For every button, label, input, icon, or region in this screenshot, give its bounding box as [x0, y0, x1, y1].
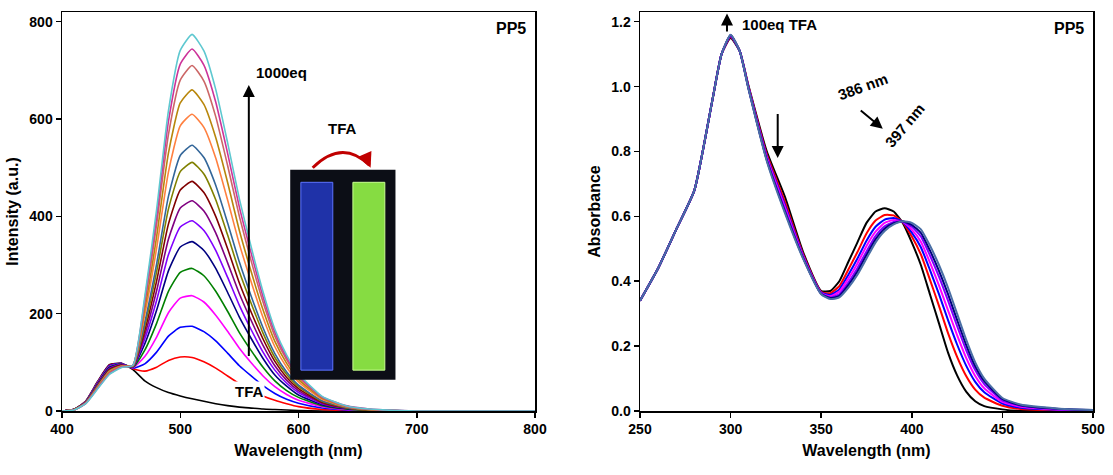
svg-text:1000eq: 1000eq	[256, 64, 307, 81]
svg-text:200: 200	[29, 306, 53, 322]
svg-text:Wavelength (nm): Wavelength (nm)	[234, 442, 362, 459]
svg-text:700: 700	[405, 421, 429, 437]
svg-text:0.0: 0.0	[611, 403, 631, 419]
svg-text:800: 800	[29, 14, 53, 30]
svg-text:350: 350	[810, 421, 834, 437]
svg-text:1.2: 1.2	[611, 14, 631, 30]
svg-text:0.2: 0.2	[611, 338, 631, 354]
svg-text:TFA: TFA	[235, 383, 263, 400]
svg-text:0: 0	[45, 403, 53, 419]
svg-text:500: 500	[169, 421, 193, 437]
svg-text:386 nm: 386 nm	[836, 70, 890, 104]
svg-text:Absorbance: Absorbance	[586, 165, 603, 258]
svg-text:TFA: TFA	[328, 120, 356, 137]
svg-text:Wavelength (nm): Wavelength (nm)	[802, 442, 930, 459]
svg-text:100eq TFA: 100eq TFA	[742, 16, 817, 33]
svg-text:PP5: PP5	[496, 20, 526, 37]
svg-text:0.4: 0.4	[611, 273, 631, 289]
svg-text:0.8: 0.8	[611, 143, 631, 159]
svg-text:600: 600	[287, 421, 311, 437]
svg-text:250: 250	[628, 421, 652, 437]
svg-text:1.0: 1.0	[611, 79, 631, 95]
svg-text:400: 400	[50, 421, 74, 437]
svg-text:450: 450	[991, 421, 1015, 437]
svg-text:400: 400	[29, 208, 53, 224]
svg-text:PP5: PP5	[1054, 20, 1084, 37]
svg-text:397 nm: 397 nm	[882, 100, 928, 151]
svg-text:800: 800	[523, 421, 547, 437]
svg-text:Intensity (a.u.): Intensity (a.u.)	[4, 157, 21, 265]
svg-text:600: 600	[29, 111, 53, 127]
svg-text:500: 500	[1081, 421, 1105, 437]
svg-text:300: 300	[719, 421, 743, 437]
svg-text:0.6: 0.6	[611, 208, 631, 224]
svg-text:400: 400	[900, 421, 924, 437]
